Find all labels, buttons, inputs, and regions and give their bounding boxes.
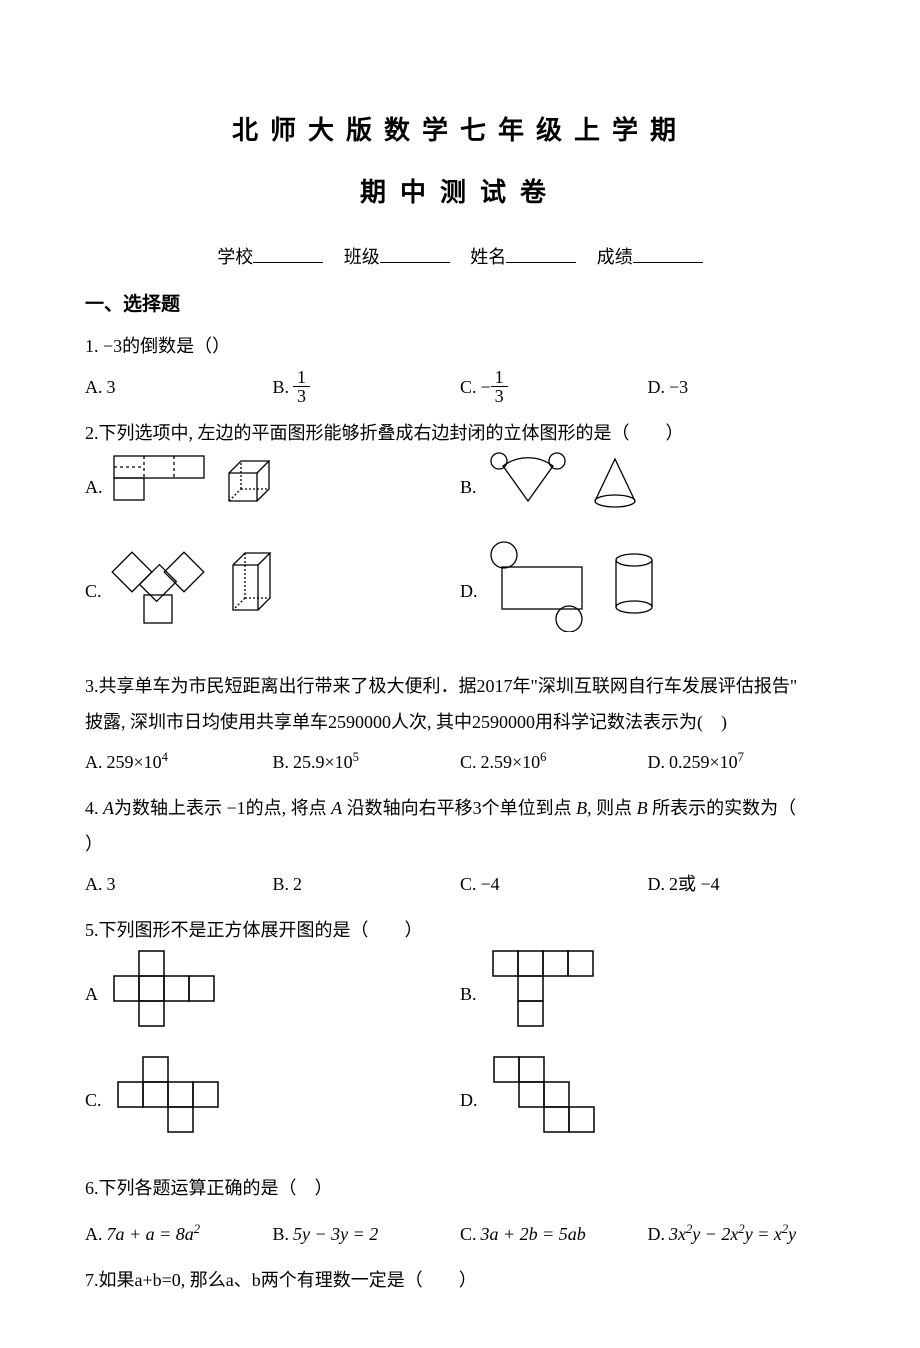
question-1: 1. −3的倒数是（） A.3 B. 13 C. −13 D.−3 — [85, 328, 835, 405]
label-score: 成绩 — [597, 247, 633, 267]
q4-opt-c: C.−4 — [460, 866, 648, 902]
q6-opt-c: C.3a + 2b = 5ab — [460, 1216, 648, 1252]
q6-opt-d: D.3x2y − 2x2y = x2y — [648, 1216, 836, 1252]
q4-opt-a: A.3 — [85, 866, 273, 902]
q5-opt-c: C. — [85, 1054, 460, 1146]
title-main: 北师大版数学七年级上学期 — [85, 110, 835, 152]
q3-line2: 披露, 深圳市日均使用共享单车2590000人次, 其中2590000用科学记数… — [85, 704, 835, 740]
blank-class — [380, 245, 450, 263]
q5-d-icon — [484, 1054, 614, 1146]
q5-opt-d: D. — [460, 1054, 835, 1146]
q5-opt-b: B. — [460, 948, 835, 1040]
q1-opt-d: D.−3 — [648, 368, 836, 405]
q6-opt-b: B.5y − 3y = 2 — [273, 1216, 461, 1252]
question-5: 5.下列图形不是正方体展开图的是（ ） A B. — [85, 912, 835, 1160]
label-school: 学校 — [217, 247, 253, 267]
q5-c-icon — [108, 1054, 238, 1146]
q5-opt-a: A — [85, 948, 460, 1040]
q2-opt-d: D. — [460, 537, 835, 644]
question-3: 3.共享单车为市民短距离出行带来了极大便利．据2017年"深圳互联网自行车发展评… — [85, 668, 835, 780]
q2-opt-a: A. — [85, 451, 460, 523]
q5-text: 5.下列图形不是正方体展开图的是（ ） — [85, 912, 835, 948]
q2-a-icon — [109, 451, 289, 523]
q1-opt-c: C. −13 — [460, 368, 648, 405]
q1-opt-b: B. 13 — [273, 368, 461, 405]
q1-text: 1. −3的倒数是（） — [85, 328, 835, 364]
q4-opt-b: B.2 — [273, 866, 461, 902]
question-7: 7.如果a+b=0, 那么a、b两个有理数一定是（ ） — [85, 1262, 835, 1298]
blank-school — [253, 245, 323, 263]
q3-opt-d: D.0.259×107 — [648, 744, 836, 780]
q2-b-icon — [483, 451, 653, 523]
q3-opt-c: C.2.59×106 — [460, 744, 648, 780]
q3-line1: 3.共享单车为市民短距离出行带来了极大便利．据2017年"深圳互联网自行车发展评… — [85, 668, 835, 704]
info-line: 学校 班级 姓名 成绩 — [85, 243, 835, 272]
q5-b-icon — [483, 948, 613, 1040]
q7-text: 7.如果a+b=0, 那么a、b两个有理数一定是（ ） — [85, 1262, 835, 1298]
q6-text: 6.下列各题运算正确的是（ ） — [85, 1170, 835, 1206]
q3-opt-b: B.25.9×105 — [273, 744, 461, 780]
q2-d-icon — [484, 537, 674, 644]
section-heading-1: 一、选择题 — [85, 290, 835, 320]
q2-c-icon — [108, 540, 288, 642]
q4-line2: ） — [85, 826, 835, 862]
question-6: 6.下列各题运算正确的是（ ） A.7a + a = 8a2 B.5y − 3y… — [85, 1170, 835, 1252]
q2-text: 2.下列选项中, 左边的平面图形能够折叠成右边封闭的立体图形的是（ ） — [85, 415, 835, 451]
title-sub: 期中测试卷 — [85, 172, 835, 214]
label-name: 姓名 — [470, 247, 506, 267]
q1-opt-a: A.3 — [85, 368, 273, 405]
q4-line1: 4. A为数轴上表示 −1的点, 将点 A 沿数轴向右平移3个单位到点 B, 则… — [85, 790, 835, 826]
blank-score — [633, 245, 703, 263]
q4-opt-d: D.2或 −4 — [648, 866, 836, 902]
q6-opt-a: A.7a + a = 8a2 — [85, 1216, 273, 1252]
label-class: 班级 — [344, 247, 380, 267]
blank-name — [506, 245, 576, 263]
q3-opt-a: A.259×104 — [85, 744, 273, 780]
q2-opt-b: B. — [460, 451, 835, 523]
q5-a-icon — [104, 948, 234, 1040]
q2-opt-c: C. — [85, 537, 460, 644]
question-2: 2.下列选项中, 左边的平面图形能够折叠成右边封闭的立体图形的是（ ） A. — [85, 415, 835, 658]
question-4: 4. A为数轴上表示 −1的点, 将点 A 沿数轴向右平移3个单位到点 B, 则… — [85, 790, 835, 902]
